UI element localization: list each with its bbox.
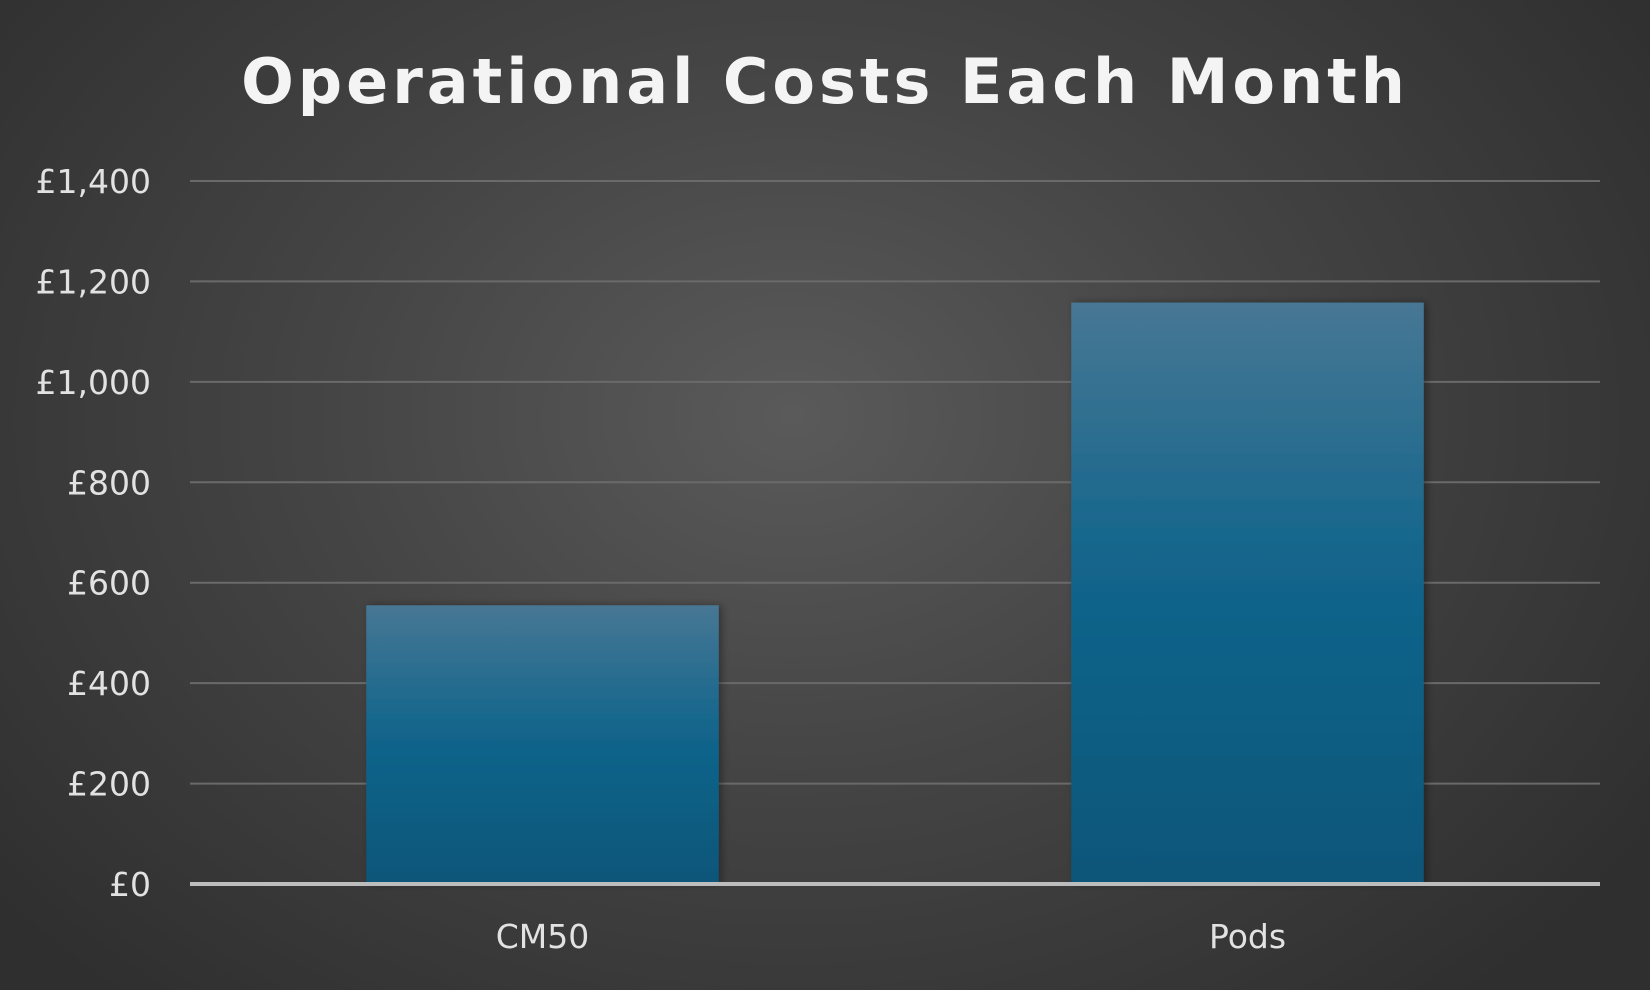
x-axis-category-labels: CM50 Pods [496,917,1286,956]
y-tick-label: £200 [67,765,151,804]
y-tick-label: £1,400 [36,162,151,201]
y-tick-label: £800 [67,463,151,502]
y-axis-tick-labels: £0 £200 £400 £600 £800 £1,000 £1,200 £1,400 [36,162,151,904]
bar-cm50 [366,605,719,884]
bars [366,302,1424,885]
y-tick-label: £0 [109,865,151,904]
y-tick-label: £1,200 [36,262,151,301]
y-tick-label: £1,000 [36,363,151,402]
chart-title: Operational Costs Each Month [241,45,1409,118]
x-category-label: Pods [1209,917,1286,956]
y-tick-label: £400 [67,664,151,703]
bar-pods [1071,302,1424,885]
x-category-label: CM50 [496,917,590,956]
y-tick-label: £600 [67,564,151,603]
